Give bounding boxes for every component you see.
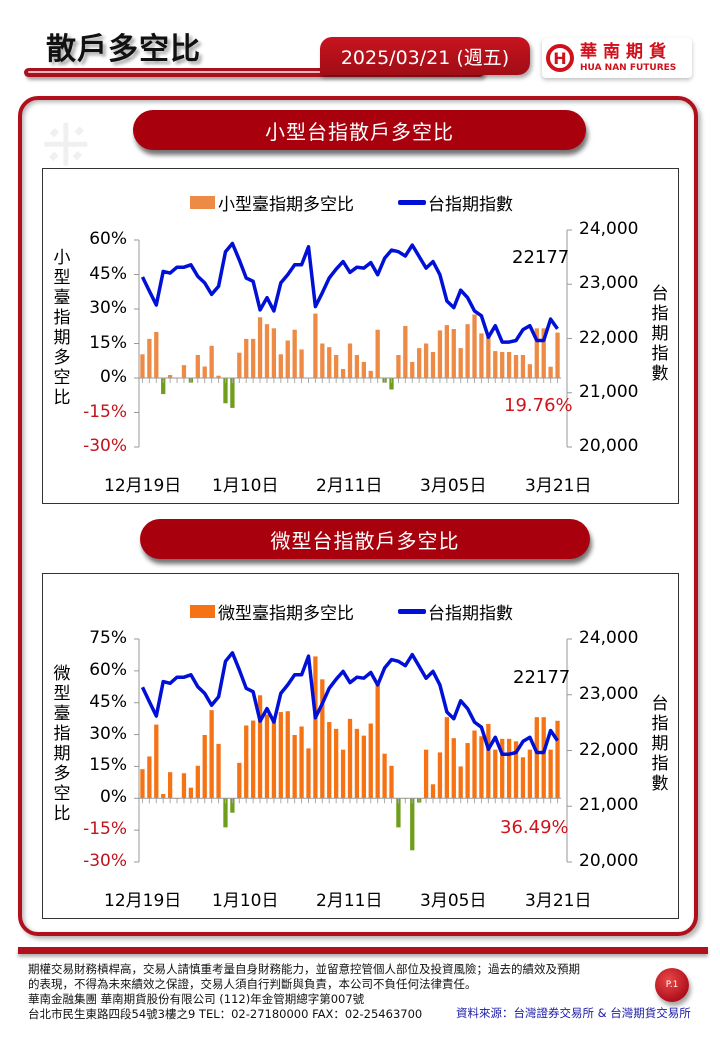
company-info: 華南金融集團 華南期貨股份有限公司 (112)年金管期總字第007號 bbox=[28, 992, 365, 1006]
legend-line-label: 台指期指數 bbox=[428, 604, 513, 624]
left-axis-tick: 60% bbox=[89, 659, 127, 680]
section-title-mini: 小型台指散戶多空比 bbox=[133, 110, 586, 150]
right-axis-tick: 20,000 bbox=[579, 436, 639, 456]
right-axis-tick: 24,000 bbox=[579, 219, 639, 239]
right-axis-tick: 21,000 bbox=[579, 381, 639, 402]
footer-divider bbox=[18, 947, 708, 954]
left-axis-tick: 30% bbox=[89, 723, 127, 744]
left-axis-tick: -30% bbox=[83, 851, 127, 871]
date-badge: 2025/03/21 (週五) bbox=[320, 37, 530, 75]
title-underline-bar bbox=[24, 68, 484, 77]
left-axis-tick: 0% bbox=[100, 787, 127, 808]
chart-mini-legend: 小型臺指期多空比 台指期指數 bbox=[190, 190, 513, 215]
left-axis-tick: 15% bbox=[89, 755, 127, 776]
legend-bar-swatch-icon bbox=[190, 196, 215, 209]
page-title: 散戶多空比 bbox=[46, 32, 201, 67]
right-axis-title: 台指期指數 bbox=[651, 284, 669, 384]
right-axis-tick: 22,000 bbox=[579, 739, 639, 760]
left-axis-tick: 15% bbox=[89, 332, 127, 353]
right-axis-tick: 22,000 bbox=[579, 327, 639, 348]
right-axis-tick: 24,000 bbox=[579, 628, 639, 648]
logo-text-en: HUA NAN FUTURES bbox=[580, 62, 677, 73]
legend-line-label: 台指期指數 bbox=[428, 195, 513, 215]
x-axis-tick: 2月11日 bbox=[316, 476, 383, 496]
right-axis-tick: 23,000 bbox=[579, 273, 639, 294]
x-axis-tick: 12月19日 bbox=[104, 476, 182, 496]
chart-micro-legend: 微型臺指期多空比 台指期指數 bbox=[190, 599, 513, 624]
legend-bar-label: 小型臺指期多空比 bbox=[218, 195, 354, 215]
left-axis-tick: 45% bbox=[89, 263, 127, 284]
left-axis-tick: -15% bbox=[83, 819, 127, 840]
x-axis-tick: 3月21日 bbox=[525, 476, 592, 496]
legend-bar-label: 微型臺指期多空比 bbox=[218, 604, 354, 624]
left-axis-tick: 45% bbox=[89, 691, 127, 712]
right-axis-tick: 21,000 bbox=[579, 795, 639, 816]
right-axis-title: 台指期指數 bbox=[651, 694, 669, 794]
left-axis-tick: 0% bbox=[100, 367, 127, 387]
company-logo: H 華南期貨 HUA NAN FUTURES bbox=[542, 38, 692, 78]
logo-text-zh: 華南期貨 bbox=[580, 41, 672, 62]
last-index-label: 22177 bbox=[512, 247, 570, 268]
last-ratio-label: 36.49% bbox=[500, 817, 569, 838]
disclaimer-line-2: 的表現，不得為未來績效之保證，交易人須自行判斷與負責，本公司不負任何法律責任。 bbox=[28, 977, 477, 991]
hua-nan-logo-icon: H bbox=[546, 44, 574, 72]
page-number-badge: P.1 bbox=[655, 968, 689, 1002]
x-axis-tick: 1月10日 bbox=[212, 891, 279, 911]
legend-line-swatch-icon bbox=[398, 609, 426, 614]
data-source: 資料來源：台灣證券交易所 & 台灣期貨交易所 bbox=[456, 1006, 691, 1020]
left-axis-title: 小型臺指期多空比 bbox=[53, 248, 71, 408]
right-axis-tick: 23,000 bbox=[579, 683, 639, 704]
disclaimer-block: 期權交易財務槓桿高，交易人請慎重考量自身財務能力，並留意控管個人部位及投資風險；… bbox=[28, 962, 628, 1022]
x-axis-tick: 1月10日 bbox=[212, 476, 279, 496]
x-axis-tick: 3月05日 bbox=[420, 891, 487, 911]
section-title-micro: 微型台指散戶多空比 bbox=[140, 519, 590, 559]
x-axis-tick: 3月21日 bbox=[525, 891, 592, 911]
chart-micro-frame bbox=[42, 573, 679, 919]
disclaimer-line-1: 期權交易財務槓桿高，交易人請慎重考量自身財務能力，並留意控管個人部位及投資風險；… bbox=[28, 962, 580, 976]
left-axis-tick: -15% bbox=[83, 401, 127, 422]
left-axis-tick: 60% bbox=[89, 229, 127, 249]
contact-info: 台北市民生東路四段54號3樓之9 TEL：02-27180000 FAX：02-… bbox=[28, 1007, 423, 1021]
x-axis-tick: 2月11日 bbox=[316, 891, 383, 911]
x-axis-tick: 3月05日 bbox=[420, 476, 487, 496]
right-axis-tick: 20,000 bbox=[579, 851, 639, 871]
left-axis-tick: 30% bbox=[89, 298, 127, 318]
legend-bar-swatch-icon bbox=[190, 605, 215, 618]
left-axis-tick: -30% bbox=[83, 436, 127, 456]
left-axis-title: 微型臺指期多空比 bbox=[53, 664, 71, 824]
left-axis-tick: 75% bbox=[89, 628, 127, 648]
chart-mini-frame bbox=[42, 168, 679, 504]
last-index-label: 22177 bbox=[513, 667, 571, 688]
last-ratio-label: 19.76% bbox=[504, 395, 573, 416]
x-axis-tick: 12月19日 bbox=[104, 891, 182, 911]
legend-line-swatch-icon bbox=[398, 200, 426, 205]
